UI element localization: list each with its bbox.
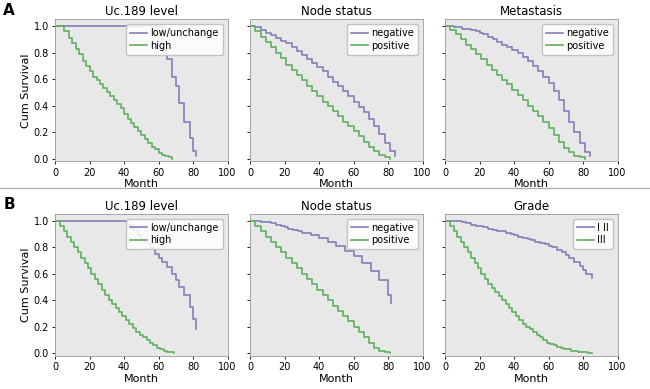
Title: Grade: Grade [514,200,549,213]
Title: Metastasis: Metastasis [500,5,563,18]
Legend: negative, positive: negative, positive [346,219,418,249]
X-axis label: Month: Month [124,373,159,384]
Legend: low/unchange, high: low/unchange, high [126,219,223,249]
Title: Uc.189 level: Uc.189 level [105,5,178,18]
Title: Node status: Node status [301,5,372,18]
Legend: I II, III: I II, III [573,219,613,249]
Legend: low/unchange, high: low/unchange, high [126,24,223,54]
Legend: negative, positive: negative, positive [541,24,613,54]
Title: Node status: Node status [301,200,372,213]
Text: A: A [3,2,15,18]
X-axis label: Month: Month [124,179,159,189]
Legend: negative, positive: negative, positive [346,24,418,54]
Y-axis label: Cum Survival: Cum Survival [21,53,31,128]
X-axis label: Month: Month [319,373,354,384]
X-axis label: Month: Month [514,373,549,384]
Text: B: B [3,197,15,212]
Y-axis label: Cum Survival: Cum Survival [21,248,31,322]
X-axis label: Month: Month [319,179,354,189]
Title: Uc.189 level: Uc.189 level [105,200,178,213]
X-axis label: Month: Month [514,179,549,189]
